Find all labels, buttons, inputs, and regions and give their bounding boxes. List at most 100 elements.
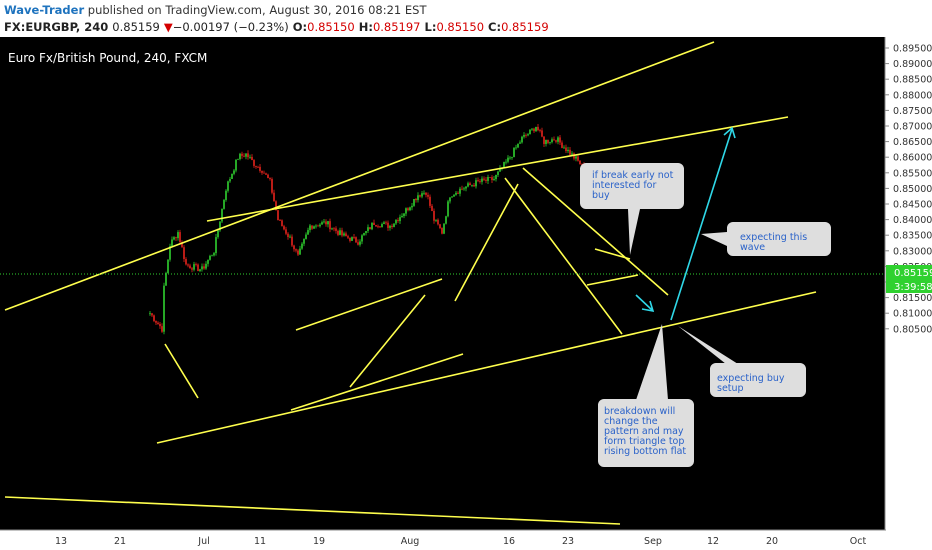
callout-2-line-2: wave [740, 242, 765, 253]
candle-body [195, 264, 197, 265]
candle-body [541, 130, 543, 137]
candle-body [443, 223, 445, 234]
callouts-layer: if break early not interested for buy ex… [580, 163, 831, 467]
candle-body [523, 134, 525, 137]
author-link[interactable]: Wave-Trader [4, 3, 85, 17]
outer-channel-upper-line [4, 41, 715, 311]
callout-1-line-3: buy [592, 190, 610, 201]
candle-body [553, 139, 555, 141]
time-axis[interactable]: 13 21 Jul 11 19 Aug 16 23 Sep 12 20 Oct [0, 529, 932, 550]
candle-body [397, 220, 399, 222]
time-axis-ticks: 13 21 Jul 11 19 Aug 16 23 Sep 12 20 Oct [55, 536, 867, 547]
time-axis-background [0, 530, 932, 550]
candle-body [517, 143, 519, 148]
candle-body [567, 149, 569, 152]
candle-body [273, 192, 275, 202]
open-value: 0.85150 [307, 20, 355, 34]
candle-body [225, 190, 227, 200]
candle-body [527, 134, 529, 136]
price-axis[interactable]: 0.89500 0.89000 0.88500 0.88000 0.87500 0.870… [884, 37, 932, 550]
candle-body [271, 179, 273, 193]
callout-4-line-5: rising bottom flat [604, 446, 686, 457]
price-tick-label: 0.87500 [893, 106, 932, 117]
candle-body [389, 225, 391, 228]
callout-4-line-1: breakdown will [604, 406, 675, 417]
candle-body [293, 245, 295, 250]
flag-upper-line [295, 278, 443, 331]
callout-breakdown [598, 324, 694, 467]
candle-body [339, 230, 341, 235]
candle-body [393, 223, 395, 227]
candle-body [219, 221, 221, 231]
candle-body [529, 129, 531, 135]
candle-body [371, 222, 373, 230]
candle-body [291, 236, 293, 246]
candle-body [237, 158, 239, 160]
candle-body [539, 130, 541, 131]
last-price-badge-text: 0.85159 [894, 268, 932, 279]
candle-body [289, 236, 291, 238]
price-chart[interactable]: Euro Fx/British Pound, 240, FXCM [0, 37, 932, 550]
candle-body [265, 173, 267, 175]
candle-body [329, 221, 331, 230]
callout-3-line-2: setup [717, 383, 744, 394]
candle-body [433, 210, 435, 221]
candle-body [381, 224, 383, 228]
candle-body [427, 194, 429, 197]
candle-body [525, 134, 527, 136]
candle-body [207, 259, 209, 264]
candle-body [311, 225, 313, 229]
candle-body [401, 215, 403, 218]
time-tick-label: 21 [114, 536, 126, 547]
candle-body [509, 157, 511, 159]
time-tick-label: Sep [644, 536, 662, 547]
candle-body [173, 237, 175, 240]
candle-body [419, 195, 421, 197]
candle-body [243, 155, 245, 157]
candle-body [301, 243, 303, 249]
candle-body [395, 220, 397, 224]
chart-title: Euro Fx/British Pound, 240, FXCM [8, 51, 207, 65]
candle-body [259, 166, 261, 171]
candle-body [533, 128, 535, 132]
candle-body [375, 224, 377, 227]
candle-body [211, 255, 213, 257]
low-label: L: [424, 20, 437, 34]
candle-body [477, 180, 479, 182]
candle-body [315, 225, 317, 227]
candle-body [431, 205, 433, 211]
candle-body [221, 208, 223, 222]
candle-body [489, 177, 491, 178]
candle-body [383, 222, 385, 225]
symbol-line: FX:EURGBP, 240 0.85159 ▼−0.00197 (−0.23%… [4, 20, 549, 34]
candle-body [235, 159, 237, 171]
time-tick-label: 13 [55, 536, 67, 547]
trendlines-layer [4, 41, 817, 525]
candle-body [275, 201, 277, 211]
candle-body [347, 236, 349, 238]
candle-body [335, 228, 337, 231]
candle-body [187, 264, 189, 266]
candle-body [229, 179, 231, 182]
open-label: O: [292, 20, 308, 34]
candle-body [213, 253, 215, 256]
price-tick-label: 0.89500 [893, 44, 932, 55]
candle-body [385, 222, 387, 224]
projection-down-line [635, 294, 653, 311]
candle-body [425, 192, 427, 195]
candle-body [459, 188, 461, 194]
candle-body [191, 268, 193, 270]
projection-down-arrowhead-icon [641, 300, 655, 313]
price-tick-label: 0.84000 [893, 215, 932, 226]
candle-body [445, 216, 447, 224]
price-tick-label: 0.83500 [893, 231, 932, 242]
candle-body [331, 228, 333, 230]
callout-expecting-buy-text: expecting buy setup [717, 373, 788, 394]
symbol-label[interactable]: FX:EURGBP, 240 [4, 20, 109, 34]
candle-body [215, 237, 217, 254]
candle-body [189, 265, 191, 269]
candle-body [267, 174, 269, 179]
candle-body [437, 219, 439, 225]
candle-body [197, 264, 199, 271]
candle-body [343, 233, 345, 236]
